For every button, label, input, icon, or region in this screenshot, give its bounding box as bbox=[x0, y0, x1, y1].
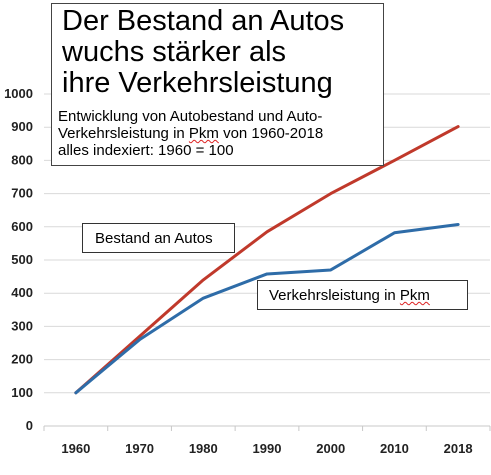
series-label-pkm-word: Pkm bbox=[399, 287, 430, 304]
series-label-pkm-pre: Verkehrsleistung in bbox=[269, 287, 400, 304]
x-tick-label: 1970 bbox=[125, 441, 154, 456]
series-lines bbox=[74, 125, 460, 395]
y-tick-label: 600 bbox=[11, 219, 33, 234]
series-line-pkm bbox=[74, 222, 460, 395]
title-line-1: Der Bestand an Autos bbox=[62, 5, 345, 37]
subtitle-line-2-pre: Verkehrsleistung in bbox=[58, 125, 189, 142]
y-tick-label: 400 bbox=[11, 285, 33, 300]
x-tick-label: 1990 bbox=[253, 441, 282, 456]
title-line-3: ihre Verkehrsleistung bbox=[62, 67, 333, 99]
chart-subtitle: Entwicklung von Autobestand und Auto- Ve… bbox=[58, 108, 323, 159]
chart-title: Der Bestand an Autos wuchs stärker als i… bbox=[62, 6, 344, 99]
subtitle-line-3: alles indexiert: 1960 = 100 bbox=[58, 142, 234, 159]
x-tick-label: 1960 bbox=[61, 441, 90, 456]
y-tick-label: 1000 bbox=[4, 86, 33, 101]
y-tick-label: 100 bbox=[11, 385, 33, 400]
subtitle-pkm-word: Pkm bbox=[188, 125, 219, 142]
y-tick-label: 700 bbox=[11, 186, 33, 201]
x-tick-label: 2000 bbox=[316, 441, 345, 456]
subtitle-line-2: Verkehrsleistung in Pkm von 1960-2018 bbox=[58, 125, 323, 142]
y-tick-label: 300 bbox=[11, 318, 33, 333]
title-line-2: wuchs stärker als bbox=[62, 36, 287, 68]
series-label-pkm: Verkehrsleistung in Pkm bbox=[257, 280, 468, 310]
title-box: Der Bestand an Autos wuchs stärker als i… bbox=[51, 3, 384, 166]
x-tick-label: 1980 bbox=[189, 441, 218, 456]
series-line-autos bbox=[74, 125, 460, 395]
x-tick-label: 2018 bbox=[444, 441, 473, 456]
series-label-autos: Bestand an Autos bbox=[82, 223, 235, 253]
y-tick-label: 900 bbox=[11, 119, 33, 134]
x-axis-ticks: 1960 1970 1980 1990 2000 2010 2018 bbox=[43, 426, 491, 456]
x-tick-label: 2010 bbox=[380, 441, 409, 456]
subtitle-line-1: Entwicklung von Autobestand und Auto- bbox=[58, 108, 323, 125]
y-axis-ticks: 0 100 200 300 400 500 600 700 800 900 1000 bbox=[4, 86, 33, 433]
y-tick-label: 500 bbox=[11, 252, 33, 267]
subtitle-line-2-post: von 1960-2018 bbox=[218, 125, 324, 142]
y-tick-label: 0 bbox=[26, 418, 33, 433]
y-tick-label: 200 bbox=[11, 352, 33, 367]
y-tick-label: 800 bbox=[11, 152, 33, 167]
